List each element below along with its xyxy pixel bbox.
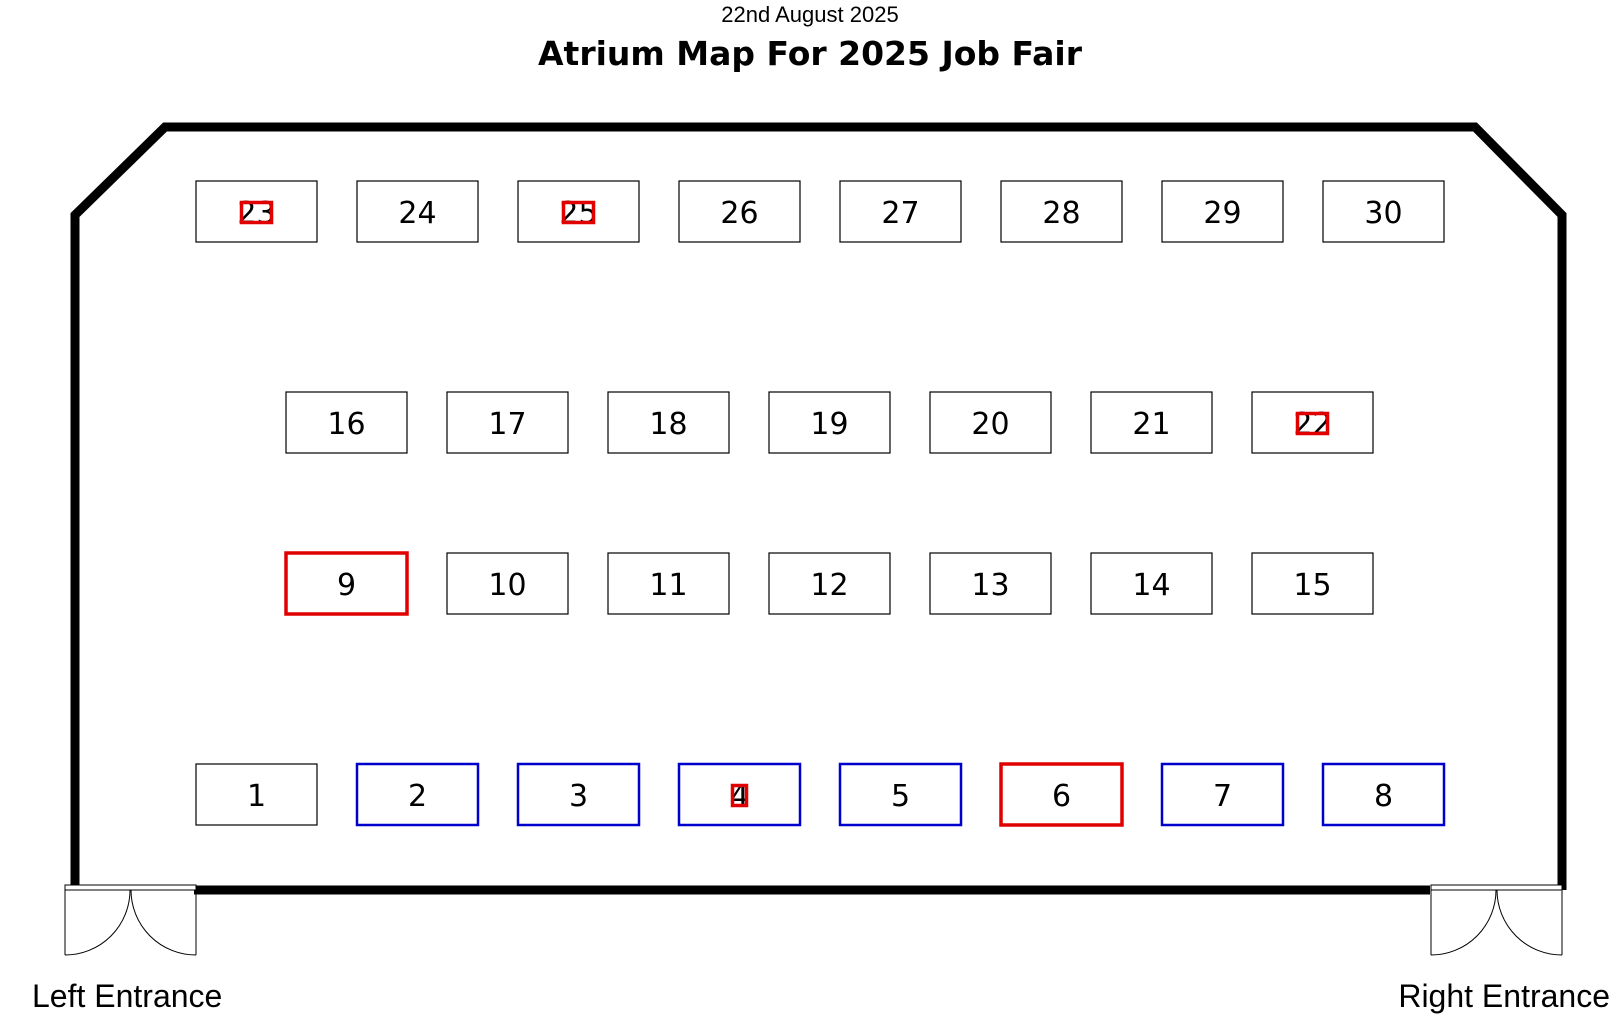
booth-19[interactable]: 19 <box>768 391 891 454</box>
booth-box[interactable] <box>999 762 1124 827</box>
booth-label: 8 <box>1374 779 1393 814</box>
booth-box[interactable] <box>1161 180 1284 243</box>
booth-29[interactable]: 29 <box>1161 180 1284 243</box>
right-entrance-label: Right Entrance <box>1398 978 1610 1014</box>
booth-18[interactable]: 18 <box>607 391 730 454</box>
booth-label: 27 <box>881 196 919 231</box>
booth-8[interactable]: 8 <box>1321 762 1446 827</box>
booth-box[interactable] <box>285 391 408 454</box>
booth-label: 19 <box>810 407 848 442</box>
booth-box[interactable] <box>516 762 641 827</box>
booth-label: 10 <box>488 568 526 603</box>
booth-2[interactable]: 2 <box>355 762 480 827</box>
booth-label: 18 <box>649 407 687 442</box>
booth-label: 6 <box>1052 779 1071 814</box>
booth-6[interactable]: 6 <box>999 762 1124 827</box>
booth-label: 16 <box>327 407 365 442</box>
booth-11[interactable]: 11 <box>607 552 730 615</box>
booth-marker <box>561 200 596 225</box>
booth-20[interactable]: 20 <box>929 391 1052 454</box>
booth-marker <box>730 783 749 808</box>
booth-label: 3 <box>569 779 588 814</box>
left-entrance-doors[interactable] <box>64 884 197 956</box>
booth-label: 17 <box>488 407 526 442</box>
booth-10[interactable]: 10 <box>446 552 569 615</box>
booth-30[interactable]: 30 <box>1322 180 1445 243</box>
map-date: 22nd August 2025 <box>721 2 899 27</box>
booth-marker <box>239 200 274 225</box>
booth-box[interactable] <box>1090 391 1213 454</box>
booth-7[interactable]: 7 <box>1160 762 1285 827</box>
booth-box[interactable] <box>355 762 480 827</box>
booth-box[interactable] <box>446 552 569 615</box>
booth-box[interactable] <box>1322 180 1445 243</box>
booth-14[interactable]: 14 <box>1090 552 1213 615</box>
booth-3[interactable]: 3 <box>516 762 641 827</box>
booth-27[interactable]: 27 <box>839 180 962 243</box>
booth-box[interactable] <box>1321 762 1446 827</box>
booth-box[interactable] <box>929 391 1052 454</box>
left-entrance-label: Left Entrance <box>32 978 223 1014</box>
booth-box[interactable] <box>838 762 963 827</box>
booth-box[interactable] <box>446 391 569 454</box>
booth-box[interactable] <box>677 762 802 827</box>
booth-4[interactable]: 4 <box>677 762 802 827</box>
booth-label: 13 <box>971 568 1009 603</box>
booth-box[interactable] <box>929 552 1052 615</box>
booth-label: 15 <box>1293 568 1331 603</box>
booth-box[interactable] <box>607 552 730 615</box>
map-title: Atrium Map For 2025 Job Fair <box>538 34 1082 73</box>
booth-label: 21 <box>1132 407 1170 442</box>
booth-22[interactable]: 22 <box>1251 391 1374 454</box>
booth-5[interactable]: 5 <box>838 762 963 827</box>
booth-box[interactable] <box>517 180 640 243</box>
booth-label: 24 <box>398 196 436 231</box>
booth-label: 14 <box>1132 568 1170 603</box>
booth-box[interactable] <box>356 180 479 243</box>
booth-label: 30 <box>1364 196 1402 231</box>
right-entrance-doors[interactable] <box>1430 884 1563 956</box>
booth-box[interactable] <box>1251 552 1374 615</box>
booth-label: 28 <box>1042 196 1080 231</box>
booth-label: 12 <box>810 568 848 603</box>
booth-box[interactable] <box>195 763 318 826</box>
booth-label: 2 <box>408 779 427 814</box>
booth-13[interactable]: 13 <box>929 552 1052 615</box>
booth-box[interactable] <box>768 552 891 615</box>
booth-label: 26 <box>720 196 758 231</box>
booth-box[interactable] <box>678 180 801 243</box>
booth-box[interactable] <box>195 180 318 243</box>
booth-15[interactable]: 15 <box>1251 552 1374 615</box>
booth-label: 29 <box>1203 196 1241 231</box>
booth-9[interactable]: 9 <box>284 551 409 616</box>
booth-label: 11 <box>649 568 687 603</box>
booth-box[interactable] <box>607 391 730 454</box>
booth-box[interactable] <box>839 180 962 243</box>
booth-17[interactable]: 17 <box>446 391 569 454</box>
booth-box[interactable] <box>1090 552 1213 615</box>
booth-label: 7 <box>1213 779 1232 814</box>
booth-label: 1 <box>247 779 266 814</box>
atrium-wall <box>70 122 1567 890</box>
booth-label: 5 <box>891 779 910 814</box>
booth-21[interactable]: 21 <box>1090 391 1213 454</box>
booth-box[interactable] <box>1160 762 1285 827</box>
booth-26[interactable]: 26 <box>678 180 801 243</box>
booth-box[interactable] <box>768 391 891 454</box>
booth-25[interactable]: 25 <box>517 180 640 243</box>
booth-1[interactable]: 1 <box>195 763 318 826</box>
booth-label: 20 <box>971 407 1009 442</box>
booth-box[interactable] <box>1000 180 1123 243</box>
booth-12[interactable]: 12 <box>768 552 891 615</box>
booth-28[interactable]: 28 <box>1000 180 1123 243</box>
booth-marker <box>1295 411 1330 436</box>
booth-24[interactable]: 24 <box>356 180 479 243</box>
booth-16[interactable]: 16 <box>285 391 408 454</box>
booth-box[interactable] <box>284 551 409 616</box>
booth-label: 9 <box>337 568 356 603</box>
booth-23[interactable]: 23 <box>195 180 318 243</box>
booth-box[interactable] <box>1251 391 1374 454</box>
